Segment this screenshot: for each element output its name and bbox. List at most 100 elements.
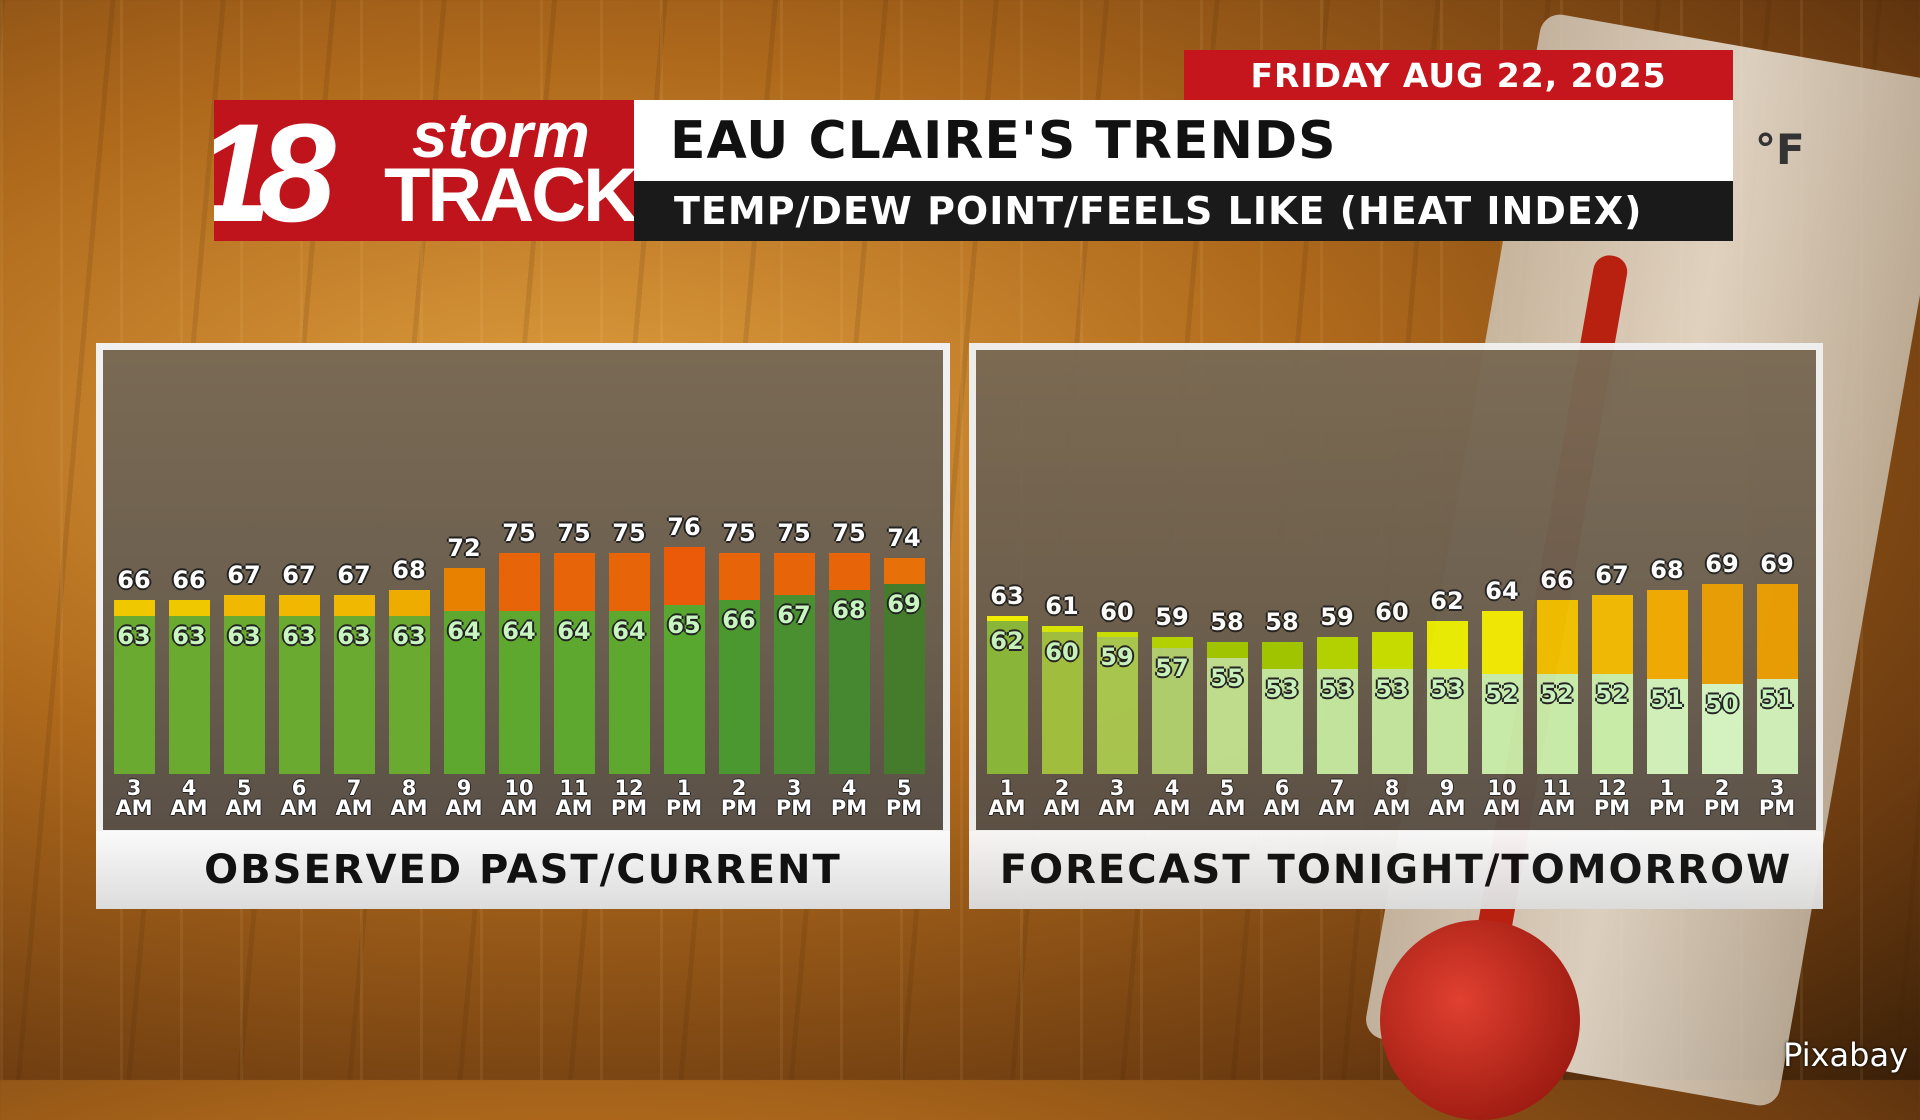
dew-point-label: 64 xyxy=(557,616,591,645)
dew-point-bar xyxy=(499,610,540,774)
feels-like-label: 68 xyxy=(1650,555,1684,584)
x-tick-ampm: PM xyxy=(885,796,923,820)
feels-like-label: 60 xyxy=(1375,597,1409,626)
observed-panel: 66 63 3 AM 66 63 4 AM 67 63 5 AM 67 63 6 AM 67 63 7 AM 68 63 8… xyxy=(96,343,950,909)
x-tick-hour: 2 xyxy=(731,776,747,800)
dew-point-bar xyxy=(719,600,760,774)
x-tick-hour: 9 xyxy=(456,776,472,800)
feels-like-label: 68 xyxy=(392,555,426,584)
x-tick-hour: 4 xyxy=(181,776,197,800)
feels-like-label: 60 xyxy=(1100,597,1134,626)
feels-like-label: 75 xyxy=(557,518,591,547)
x-tick-ampm: PM xyxy=(665,796,703,820)
dew-point-label: 69 xyxy=(887,590,921,619)
x-tick-hour: 1 xyxy=(676,776,692,800)
x-tick-ampm: AM xyxy=(445,796,483,820)
x-tick-ampm: AM xyxy=(115,796,153,820)
dew-point-label: 53 xyxy=(1265,674,1299,703)
dew-point-bar xyxy=(1262,668,1303,774)
x-tick-ampm: AM xyxy=(1483,796,1521,820)
x-tick-hour: 1 xyxy=(999,776,1015,800)
x-tick-hour: 2 xyxy=(1054,776,1070,800)
x-tick-hour: 3 xyxy=(1109,776,1125,800)
x-tick-hour: 10 xyxy=(1487,776,1517,800)
dew-point-label: 63 xyxy=(392,621,426,650)
dew-point-label: 65 xyxy=(667,611,701,640)
feels-like-label: 69 xyxy=(1705,550,1739,579)
feels-like-label: 74 xyxy=(887,523,921,552)
image-credit: Pixabay xyxy=(1783,1036,1908,1074)
dew-point-bar xyxy=(1592,673,1633,774)
feels-like-label: 66 xyxy=(117,566,151,595)
x-tick-hour: 12 xyxy=(1597,776,1627,800)
dew-point-label: 51 xyxy=(1760,685,1794,714)
dew-point-bar xyxy=(1702,684,1743,774)
dew-point-bar xyxy=(1427,668,1468,774)
x-tick-ampm: PM xyxy=(775,796,813,820)
x-tick-ampm: AM xyxy=(280,796,318,820)
dew-point-bar xyxy=(609,610,650,774)
dew-point-label: 59 xyxy=(1100,642,1134,671)
dew-point-bar xyxy=(1537,673,1578,774)
feels-like-label: 67 xyxy=(227,560,261,589)
dew-point-label: 64 xyxy=(502,616,536,645)
feels-like-label: 72 xyxy=(447,534,481,563)
feels-like-label: 76 xyxy=(667,513,701,542)
dew-point-bar xyxy=(114,615,155,774)
dew-point-label: 53 xyxy=(1375,674,1409,703)
x-tick-hour: 3 xyxy=(786,776,802,800)
feels-like-label: 58 xyxy=(1210,608,1244,637)
dew-point-bar xyxy=(334,615,375,774)
feels-like-label: 75 xyxy=(722,518,756,547)
x-tick-ampm: AM xyxy=(1538,796,1576,820)
x-tick-hour: 5 xyxy=(896,776,912,800)
x-tick-hour: 8 xyxy=(1384,776,1400,800)
feels-like-label: 75 xyxy=(612,518,646,547)
x-tick-hour: 11 xyxy=(1542,776,1572,800)
dew-point-bar xyxy=(987,621,1028,774)
dew-point-label: 63 xyxy=(337,621,371,650)
x-tick-ampm: AM xyxy=(1043,796,1081,820)
x-tick-hour: 4 xyxy=(1164,776,1180,800)
feels-like-label: 75 xyxy=(832,518,866,547)
x-tick-ampm: AM xyxy=(1208,796,1246,820)
feels-like-label: 62 xyxy=(1430,587,1464,616)
dew-point-bar xyxy=(1647,679,1688,774)
x-tick-ampm: AM xyxy=(1373,796,1411,820)
x-tick-ampm: AM xyxy=(225,796,263,820)
thermometer-unit: °F xyxy=(1755,125,1805,174)
dew-point-bar xyxy=(1757,679,1798,774)
thermometer-bulb xyxy=(1380,920,1580,1120)
observed-title: OBSERVED PAST/CURRENT xyxy=(96,831,950,909)
dew-point-bar xyxy=(1317,668,1358,774)
dew-point-label: 63 xyxy=(282,621,316,650)
dew-point-bar xyxy=(1042,631,1083,774)
dew-point-bar xyxy=(444,610,485,774)
dew-point-label: 66 xyxy=(722,606,756,635)
forecast-title: FORECAST TONIGHT/TOMORROW xyxy=(969,831,1823,909)
x-tick-hour: 11 xyxy=(559,776,589,800)
dew-point-bar xyxy=(1207,658,1248,774)
dew-point-bar xyxy=(1482,673,1523,774)
dew-point-label: 50 xyxy=(1705,690,1739,719)
dew-point-label: 60 xyxy=(1045,637,1079,666)
dew-point-bar xyxy=(554,610,595,774)
feels-like-label: 61 xyxy=(1045,592,1079,621)
x-tick-ampm: AM xyxy=(500,796,538,820)
dew-point-bar xyxy=(279,615,320,774)
x-tick-ampm: AM xyxy=(1318,796,1356,820)
dew-point-bar xyxy=(169,615,210,774)
dew-point-label: 53 xyxy=(1430,674,1464,703)
feels-like-label: 64 xyxy=(1485,576,1519,605)
feels-like-label: 66 xyxy=(1540,566,1574,595)
x-tick-ampm: AM xyxy=(335,796,373,820)
logo-storm: storm xyxy=(412,100,590,171)
feels-like-label: 66 xyxy=(172,566,206,595)
dew-point-label: 67 xyxy=(777,600,811,629)
dew-point-label: 68 xyxy=(832,595,866,624)
feels-like-label: 67 xyxy=(337,560,371,589)
x-tick-ampm: AM xyxy=(390,796,428,820)
x-tick-ampm: PM xyxy=(610,796,648,820)
dew-point-label: 52 xyxy=(1595,679,1629,708)
feels-like-label: 67 xyxy=(1595,560,1629,589)
